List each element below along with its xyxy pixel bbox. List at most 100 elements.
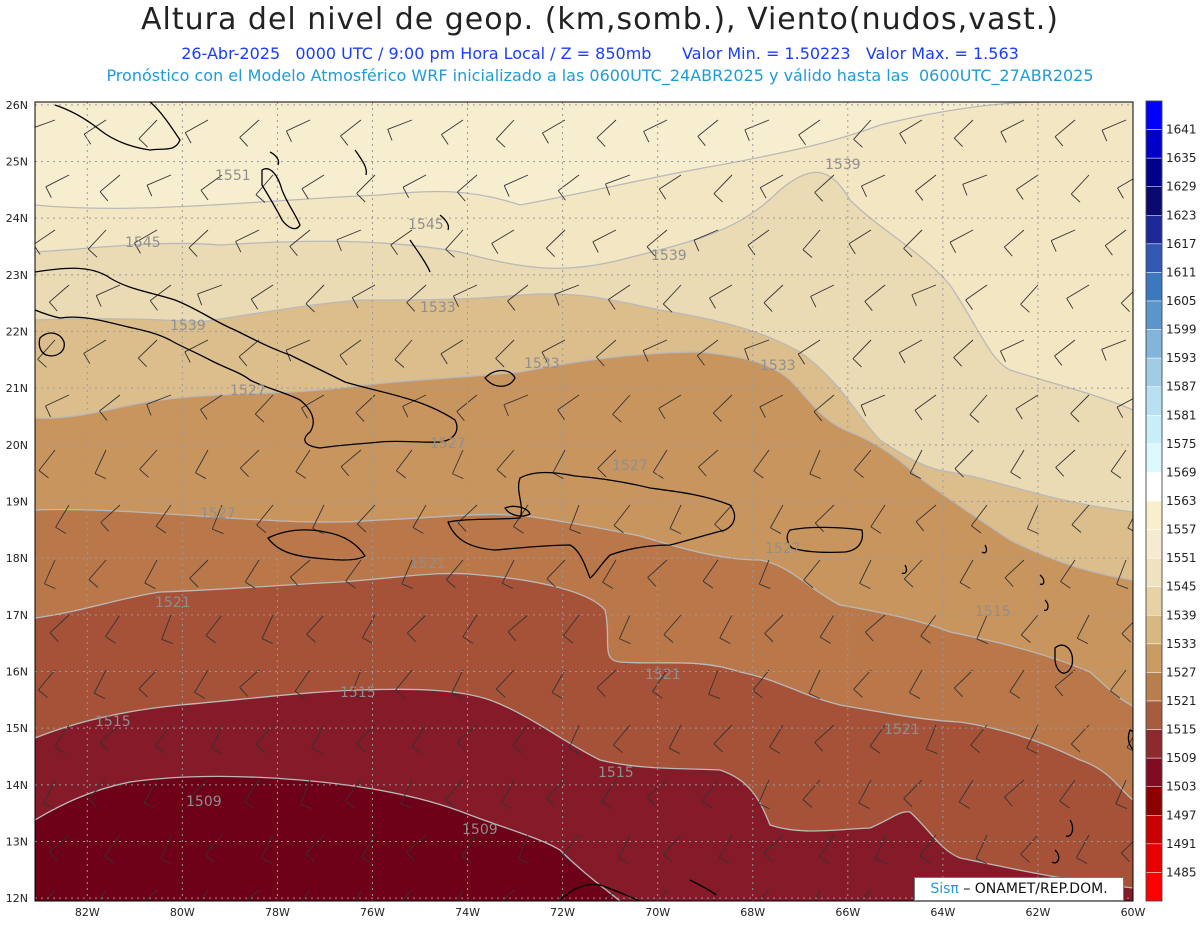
wind-barb	[713, 724, 733, 753]
contour-labels: 1551 1545 1545 1539 1539 1539 1533 1533 1533 1527…	[95, 157, 1011, 838]
wind-barb	[652, 449, 668, 479]
wind-barb	[1120, 841, 1133, 863]
contour-label: 1509	[186, 794, 222, 810]
wind-barb	[915, 174, 937, 201]
wind-barb	[356, 504, 376, 533]
wind-barb	[875, 834, 888, 864]
wind-barb	[49, 614, 70, 642]
wind-barb	[340, 119, 362, 146]
wind-barb	[503, 394, 529, 417]
wind-barb	[702, 559, 719, 589]
puerto-rico-coastline	[786, 526, 864, 554]
wind-barb	[37, 339, 56, 368]
wind-barb	[245, 889, 260, 901]
wind-barb	[160, 834, 173, 865]
colorbar-label: 1557	[1166, 523, 1197, 537]
wind-barb	[350, 669, 363, 700]
wind-barb	[698, 449, 719, 477]
wind-barb	[613, 504, 631, 534]
wind-barb	[1071, 504, 1090, 533]
colorbar-label: 1587	[1166, 380, 1197, 394]
wind-barb	[718, 834, 733, 864]
colorbar-label: 1599	[1166, 323, 1197, 337]
wind-barb	[647, 559, 668, 587]
wind-barb	[290, 559, 311, 587]
colorbar-swatch	[1145, 186, 1163, 216]
wind-barb	[899, 119, 923, 144]
wind-barb	[188, 779, 209, 807]
colorbar-swatch	[1145, 386, 1163, 416]
wind-barb	[99, 889, 107, 901]
min-max-text: Valor Min. = 1.50223 Valor Max. = 1.563	[681, 44, 1019, 63]
lon-label: 78W	[265, 906, 290, 919]
wind-barb	[155, 504, 172, 534]
wind-barb	[261, 614, 274, 645]
wind-barb	[495, 669, 515, 698]
lat-label: 21N	[6, 382, 28, 395]
colorbar-label: 1539	[1166, 608, 1197, 622]
wind-barb	[557, 394, 580, 421]
wind-barb	[612, 724, 631, 753]
lat-label: 25N	[6, 156, 28, 169]
wind-barb	[764, 614, 784, 643]
wind-barb	[1054, 669, 1076, 697]
lon-label: 60W	[1121, 906, 1146, 919]
wind-barb	[802, 779, 821, 808]
wind-barb	[306, 614, 325, 643]
lon-label: 80W	[170, 906, 195, 919]
colorbar-swatch	[1145, 329, 1163, 359]
lon-label: 82W	[75, 906, 100, 919]
lesser-antilles-islands	[901, 544, 1133, 864]
wind-barb	[858, 779, 872, 809]
wind-barb	[1000, 119, 1025, 143]
wind-barb	[719, 614, 733, 644]
wind-barb	[517, 834, 530, 865]
colorbar-label: 1491	[1166, 837, 1197, 851]
wind-barb	[88, 559, 107, 588]
contour-line-1527	[35, 351, 1133, 581]
sispi-logo: Sisπ	[930, 881, 959, 897]
wind-barb	[301, 394, 325, 419]
wind-barb	[495, 119, 515, 148]
wind-barb	[37, 669, 56, 698]
wind-barb	[605, 174, 631, 196]
contour-label: 1527	[612, 458, 648, 474]
colorbar-label: 1527	[1166, 665, 1197, 679]
wind-barb	[1076, 614, 1090, 645]
wind-barb	[696, 339, 719, 366]
wind-barb	[143, 779, 158, 809]
colorbar-label: 1563	[1166, 494, 1197, 508]
wind-barb	[763, 834, 784, 862]
wind-barb	[356, 174, 376, 203]
wind-barb	[211, 724, 223, 755]
wind-barb	[953, 119, 974, 148]
andros-coastline	[261, 168, 301, 230]
wind-barb	[238, 339, 260, 367]
wind-barb	[602, 559, 617, 589]
colorbar-label: 1551	[1166, 551, 1197, 565]
wind-barb	[1050, 229, 1076, 252]
wind-barb	[406, 614, 427, 643]
wind-barb	[708, 669, 721, 699]
contour-label: 1515	[95, 714, 131, 730]
contour-label: 1533	[760, 358, 796, 374]
wind-barb	[1020, 284, 1039, 313]
colorbar-label: 1605	[1166, 294, 1197, 308]
wind-barb	[1026, 724, 1039, 755]
colorbar-swatch	[1145, 300, 1163, 330]
wind-barb	[1020, 834, 1039, 863]
colorbar-swatch	[1145, 586, 1163, 616]
lat-label: 26N	[6, 99, 28, 112]
wind-barb	[502, 889, 515, 901]
wind-barb	[618, 834, 631, 865]
wind-barb	[512, 724, 529, 754]
wind-barb	[161, 614, 174, 644]
wind-barb	[596, 669, 617, 697]
wind-barb	[99, 394, 121, 421]
colorbar-label: 1617	[1166, 237, 1197, 251]
colorbar-swatch	[1145, 243, 1163, 273]
contour-line-1515	[35, 572, 1133, 801]
wind-barbs	[35, 119, 1133, 901]
wind-barb	[395, 669, 413, 699]
contour-label: 1527	[430, 436, 466, 452]
